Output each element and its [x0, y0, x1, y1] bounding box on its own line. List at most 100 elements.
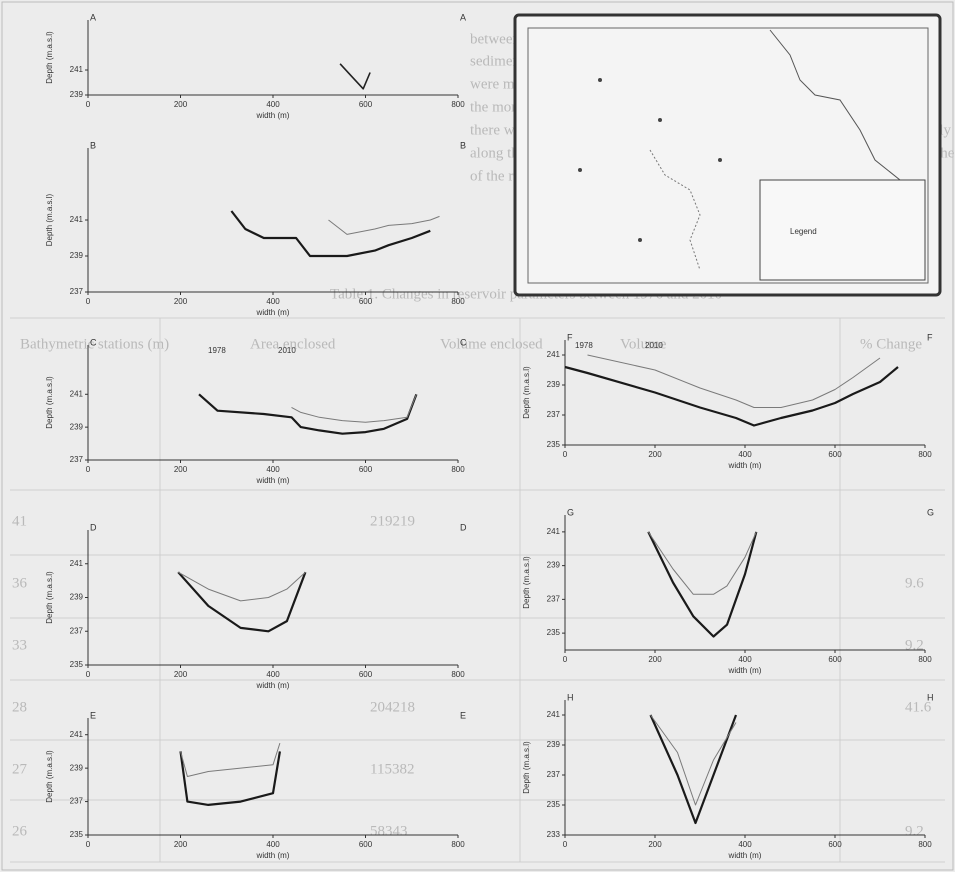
x-tick-label: 200	[648, 450, 662, 459]
x-tick-label: 400	[738, 840, 752, 849]
x-axis-label: width (m)	[728, 666, 762, 675]
y-tick-label: 239	[547, 380, 561, 389]
panel-label: D	[460, 522, 467, 532]
x-tick-label: 800	[451, 840, 465, 849]
x-tick-label: 600	[359, 465, 373, 474]
y-tick-label: 235	[70, 660, 84, 669]
x-tick-label: 0	[86, 297, 91, 306]
y-axis-label: Depth (m.a.s.l)	[45, 193, 54, 246]
y-tick-label: 235	[547, 800, 561, 809]
panel-label: H	[567, 692, 574, 702]
panel-label: A	[90, 12, 96, 22]
map-site	[578, 168, 582, 172]
x-tick-label: 800	[918, 655, 932, 664]
map-site	[638, 238, 642, 242]
y-axis-label: Depth (m.a.s.l)	[522, 556, 531, 609]
panel-label: C	[90, 337, 97, 347]
y-axis-label: Depth (m.a.s.l)	[522, 366, 531, 419]
table-cell: 9.2	[905, 823, 924, 839]
panel-label: G	[567, 507, 574, 517]
y-tick-label: 241	[547, 710, 561, 719]
y-axis-label: Depth (m.a.s.l)	[45, 376, 54, 429]
y-tick-label: 237	[70, 626, 84, 635]
y-tick-label: 239	[547, 561, 561, 570]
x-tick-label: 600	[828, 655, 842, 664]
panel-label: C	[460, 337, 467, 347]
x-tick-label: 0	[86, 100, 91, 109]
panel-label: E	[460, 710, 466, 720]
x-axis-label: width (m)	[256, 681, 290, 690]
x-tick-label: 0	[86, 670, 91, 679]
x-tick-label: 600	[359, 840, 373, 849]
y-tick-label: 239	[70, 763, 84, 772]
map-legend-title: Legend	[790, 227, 817, 236]
y-tick-label: 241	[70, 559, 84, 568]
legend-entry: 2010	[278, 346, 296, 355]
x-tick-label: 0	[563, 450, 568, 459]
y-tick-label: 239	[70, 593, 84, 602]
x-tick-label: 400	[266, 670, 280, 679]
legend-entry: 2010	[645, 341, 663, 350]
x-tick-label: 800	[451, 670, 465, 679]
x-axis-label: width (m)	[256, 476, 290, 485]
x-tick-label: 400	[266, 100, 280, 109]
panel-label: F	[567, 332, 573, 342]
x-tick-label: 200	[648, 655, 662, 664]
x-tick-label: 600	[359, 297, 373, 306]
table-cell: 219219	[370, 513, 415, 529]
y-tick-label: 237	[70, 455, 84, 464]
panel-label: D	[90, 522, 97, 532]
y-tick-label: 241	[70, 215, 84, 224]
y-tick-label: 237	[547, 770, 561, 779]
x-tick-label: 800	[451, 100, 465, 109]
x-tick-label: 400	[266, 297, 280, 306]
y-tick-label: 239	[547, 740, 561, 749]
table-cell: 58343	[370, 823, 408, 839]
x-axis-label: width (m)	[256, 851, 290, 860]
table-header: Volume enclosed	[440, 336, 543, 352]
x-tick-label: 0	[86, 465, 91, 474]
y-tick-label: 237	[70, 287, 84, 296]
x-tick-label: 200	[648, 840, 662, 849]
x-tick-label: 600	[828, 840, 842, 849]
y-tick-label: 235	[70, 830, 84, 839]
x-axis-label: width (m)	[728, 461, 762, 470]
panel-label: B	[90, 140, 96, 150]
x-tick-label: 600	[359, 100, 373, 109]
y-tick-label: 235	[547, 440, 561, 449]
table-cell: 41	[12, 513, 27, 529]
y-tick-label: 237	[547, 594, 561, 603]
y-axis-label: Depth (m.a.s.l)	[522, 741, 531, 794]
y-axis-label: Depth (m.a.s.l)	[45, 571, 54, 624]
y-tick-label: 241	[547, 527, 561, 536]
table-cell: 27	[12, 761, 28, 777]
x-tick-label: 400	[738, 450, 752, 459]
y-tick-label: 239	[70, 251, 84, 260]
map-site	[598, 78, 602, 82]
map-legend-box	[760, 180, 925, 280]
x-tick-label: 200	[174, 840, 188, 849]
y-tick-label: 239	[70, 90, 84, 99]
x-tick-label: 0	[563, 840, 568, 849]
table-cell: 36	[12, 575, 28, 591]
y-tick-label: 237	[70, 797, 84, 806]
panel-label: E	[90, 710, 96, 720]
table-cell: 9.6	[905, 575, 924, 591]
x-axis-label: width (m)	[256, 308, 290, 317]
panel-label: A	[460, 12, 466, 22]
y-tick-label: 241	[70, 65, 84, 74]
y-tick-label: 241	[70, 389, 84, 398]
x-axis-label: width (m)	[256, 111, 290, 120]
x-tick-label: 0	[563, 655, 568, 664]
legend-entry: 1978	[208, 346, 226, 355]
table-cell: 28	[12, 699, 27, 715]
x-tick-label: 800	[451, 297, 465, 306]
x-tick-label: 600	[828, 450, 842, 459]
map-inset: Legend	[515, 15, 940, 295]
x-axis-label: width (m)	[728, 851, 762, 860]
table-cell: 204218	[370, 699, 415, 715]
panel-label: F	[927, 332, 933, 342]
y-axis-label: Depth (m.a.s.l)	[45, 750, 54, 803]
x-tick-label: 200	[174, 465, 188, 474]
x-tick-label: 800	[918, 450, 932, 459]
